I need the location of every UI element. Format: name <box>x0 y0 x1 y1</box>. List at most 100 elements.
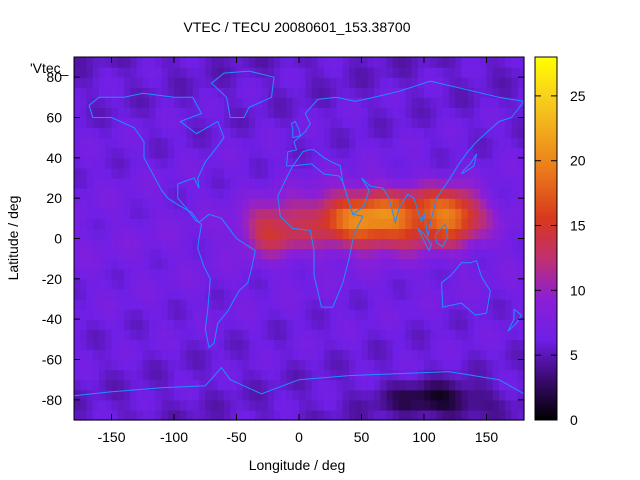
heatmap-cell <box>80 288 88 300</box>
heatmap-cell <box>374 409 381 421</box>
heatmap-cell <box>230 299 238 310</box>
heatmap-cell <box>417 127 425 139</box>
heatmap-cell <box>330 77 338 88</box>
heatmap-cell <box>92 157 100 169</box>
heatmap-cell <box>205 127 213 139</box>
heatmap-cell <box>499 147 506 159</box>
heatmap-cell <box>299 268 306 280</box>
heatmap-cell <box>205 399 213 411</box>
heatmap-cell <box>180 127 188 139</box>
heatmap-cell <box>430 188 438 199</box>
heatmap-cell <box>380 57 388 68</box>
heatmap-cell <box>111 67 119 78</box>
heatmap-cell <box>411 359 419 371</box>
heatmap-cell <box>324 107 331 119</box>
heatmap-cell <box>505 157 513 169</box>
heatmap-cell <box>80 278 88 290</box>
heatmap-cell <box>105 319 113 330</box>
heatmap-cell <box>442 107 450 119</box>
heatmap-cell <box>330 107 338 119</box>
heatmap-cell <box>92 409 100 421</box>
heatmap-cell <box>467 178 475 189</box>
heatmap-cell <box>311 228 319 240</box>
heatmap-cell <box>211 107 219 119</box>
heatmap-cell <box>286 117 294 129</box>
heatmap-cell <box>192 409 200 421</box>
heatmap-cell <box>405 248 413 260</box>
heatmap-field <box>74 57 525 421</box>
heatmap-cell <box>80 157 88 169</box>
heatmap-cell <box>186 198 194 209</box>
heatmap-cell <box>486 399 494 411</box>
heatmap-cell <box>442 288 450 300</box>
heatmap-cell <box>211 409 219 421</box>
heatmap-cell <box>249 127 256 139</box>
heatmap-cell <box>424 268 431 280</box>
heatmap-cell <box>105 309 113 320</box>
heatmap-cell <box>511 178 519 189</box>
heatmap-cell <box>242 288 250 300</box>
heatmap-cell <box>505 137 513 149</box>
heatmap-cell <box>430 218 438 230</box>
heatmap-cell <box>449 178 456 189</box>
heatmap-cell <box>436 67 444 78</box>
heatmap-cell <box>167 359 175 371</box>
heatmap-cell <box>317 329 325 340</box>
heatmap-cell <box>405 258 413 270</box>
heatmap-cell <box>174 228 181 240</box>
heatmap-cell <box>511 97 519 109</box>
heatmap-cell <box>449 147 456 159</box>
heatmap-cell <box>149 127 156 139</box>
heatmap-cell <box>342 67 350 78</box>
heatmap-cell <box>467 349 475 361</box>
heatmap-cell <box>342 97 350 109</box>
heatmap-cell <box>299 278 306 290</box>
heatmap-cell <box>124 57 131 68</box>
heatmap-cell <box>199 319 206 330</box>
heatmap-cell <box>361 228 369 240</box>
heatmap-cell <box>274 97 281 109</box>
heatmap-cell <box>117 389 125 401</box>
heatmap-cell <box>142 97 150 109</box>
heatmap-cell <box>417 349 425 361</box>
heatmap-cell <box>174 147 181 159</box>
heatmap-cell <box>99 157 106 169</box>
heatmap-cell <box>430 67 438 78</box>
heatmap-cell <box>492 339 500 351</box>
heatmap-cell <box>405 278 413 290</box>
heatmap-cell <box>399 167 406 179</box>
heatmap-cell <box>505 258 513 270</box>
heatmap-cell <box>380 228 388 240</box>
heatmap-cell <box>517 319 525 330</box>
heatmap-cell <box>180 399 188 411</box>
heatmap-cell <box>405 167 413 179</box>
heatmap-cell <box>286 127 294 139</box>
heatmap-cell <box>311 309 319 320</box>
heatmap-cell <box>242 238 250 250</box>
heatmap-cell <box>167 409 175 421</box>
heatmap-cell <box>199 278 206 290</box>
heatmap-cell <box>249 218 256 230</box>
heatmap-cell <box>511 157 519 169</box>
heatmap-cell <box>80 329 88 340</box>
heatmap-cell <box>317 67 325 78</box>
heatmap-cell <box>367 359 375 371</box>
heatmap-cell <box>505 107 513 119</box>
heatmap-cell <box>330 248 338 260</box>
heatmap-cell <box>167 389 175 401</box>
heatmap-cell <box>155 339 163 351</box>
heatmap-cell <box>405 319 413 330</box>
heatmap-cell <box>174 208 181 219</box>
heatmap-cell <box>511 299 519 310</box>
heatmap-cell <box>80 117 88 129</box>
heatmap-cell <box>86 248 94 260</box>
heatmap-cell <box>399 188 406 199</box>
heatmap-cell <box>86 87 94 98</box>
heatmap-cell <box>105 97 113 109</box>
heatmap-cell <box>224 349 231 361</box>
heatmap-cell <box>74 359 81 371</box>
heatmap-cell <box>349 137 356 149</box>
heatmap-cell <box>474 57 481 68</box>
heatmap-cell <box>267 288 275 300</box>
heatmap-cell <box>142 389 150 401</box>
